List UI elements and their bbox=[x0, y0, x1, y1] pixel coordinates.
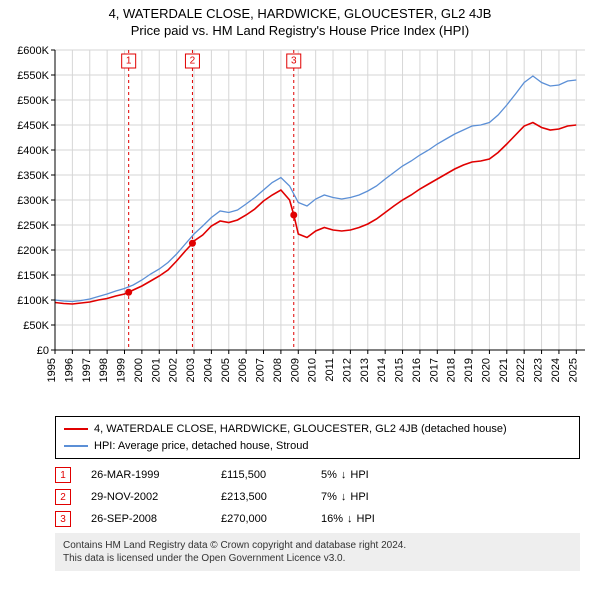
event-number-box: 1 bbox=[55, 467, 71, 483]
svg-text:1: 1 bbox=[126, 56, 132, 67]
event-delta-value: 7% bbox=[321, 491, 337, 503]
event-delta-value: 5% bbox=[321, 469, 337, 481]
arrow-down-icon: ↓ bbox=[341, 469, 347, 481]
svg-text:£0: £0 bbox=[37, 345, 49, 357]
event-delta: 16% ↓ HPI bbox=[321, 513, 375, 525]
svg-text:2025: 2025 bbox=[567, 358, 579, 382]
svg-text:2004: 2004 bbox=[202, 358, 214, 382]
svg-text:2: 2 bbox=[190, 56, 196, 67]
svg-text:2019: 2019 bbox=[463, 358, 475, 382]
svg-text:2022: 2022 bbox=[515, 358, 527, 382]
svg-text:2003: 2003 bbox=[185, 358, 197, 382]
svg-text:2014: 2014 bbox=[376, 358, 388, 382]
svg-text:2005: 2005 bbox=[220, 358, 232, 382]
chart-title-subtitle: Price paid vs. HM Land Registry's House … bbox=[0, 23, 600, 38]
svg-text:2012: 2012 bbox=[341, 358, 353, 382]
legend-item: 4, WATERDALE CLOSE, HARDWICKE, GLOUCESTE… bbox=[64, 421, 571, 438]
svg-text:2024: 2024 bbox=[550, 358, 562, 382]
svg-text:2023: 2023 bbox=[533, 358, 545, 382]
svg-text:3: 3 bbox=[291, 56, 297, 67]
svg-text:2008: 2008 bbox=[272, 358, 284, 382]
event-delta-suffix: HPI bbox=[350, 491, 368, 503]
chart-area: £0 £50K £100K £150K £200K £250K £300K £350K £400… bbox=[0, 40, 600, 410]
svg-text:1998: 1998 bbox=[98, 358, 110, 382]
event-row: 1 26-MAR-1999 £115,500 5% ↓HPI bbox=[55, 467, 580, 483]
footnote-line1: Contains HM Land Registry data © Crown c… bbox=[63, 539, 572, 552]
chart-title-block: 4, WATERDALE CLOSE, HARDWICKE, GLOUCESTE… bbox=[0, 0, 600, 40]
line-chart-svg: £0 £50K £100K £150K £200K £250K £300K £350K £400… bbox=[0, 40, 600, 410]
svg-text:2010: 2010 bbox=[307, 358, 319, 382]
svg-text:2015: 2015 bbox=[394, 358, 406, 382]
svg-text:£600K: £600K bbox=[17, 45, 49, 57]
chart-title-address: 4, WATERDALE CLOSE, HARDWICKE, GLOUCESTE… bbox=[0, 6, 600, 21]
svg-text:2006: 2006 bbox=[237, 358, 249, 382]
svg-text:1997: 1997 bbox=[81, 358, 93, 382]
footnote-line2: This data is licensed under the Open Gov… bbox=[63, 552, 572, 565]
event-delta-value: 16% bbox=[321, 513, 343, 525]
svg-text:2001: 2001 bbox=[150, 358, 162, 382]
svg-text:1996: 1996 bbox=[63, 358, 75, 382]
legend-item: HPI: Average price, detached house, Stro… bbox=[64, 438, 571, 455]
svg-text:£100K: £100K bbox=[17, 295, 49, 307]
event-price: £115,500 bbox=[221, 469, 301, 481]
event-row: 3 26-SEP-2008 £270,000 16% ↓ HPI bbox=[55, 511, 580, 527]
event-date: 26-SEP-2008 bbox=[91, 513, 201, 525]
svg-text:2021: 2021 bbox=[498, 358, 510, 382]
event-number-box: 3 bbox=[55, 511, 71, 527]
svg-text:£550K: £550K bbox=[17, 70, 49, 82]
svg-text:2009: 2009 bbox=[289, 358, 301, 382]
event-delta: 5% ↓HPI bbox=[321, 469, 369, 481]
svg-text:2011: 2011 bbox=[324, 358, 336, 382]
events-table: 126-MAR-1999£115,5005%↓HPI229-NOV-2002£2… bbox=[55, 467, 580, 527]
svg-text:£450K: £450K bbox=[17, 120, 49, 132]
svg-text:£150K: £150K bbox=[17, 270, 49, 282]
svg-text:2013: 2013 bbox=[359, 358, 371, 382]
event-date: 26-MAR-1999 bbox=[91, 469, 201, 481]
svg-text:2000: 2000 bbox=[133, 358, 145, 382]
event-price: £213,500 bbox=[221, 491, 301, 503]
legend-swatch bbox=[64, 428, 88, 430]
svg-text:£300K: £300K bbox=[17, 195, 49, 207]
event-number-box: 2 bbox=[55, 489, 71, 505]
legend-swatch bbox=[64, 445, 88, 447]
event-date: 29-NOV-2002 bbox=[91, 491, 201, 503]
svg-text:1995: 1995 bbox=[46, 358, 58, 382]
event-delta-suffix: HPI bbox=[357, 513, 375, 525]
legend-label: 4, WATERDALE CLOSE, HARDWICKE, GLOUCESTE… bbox=[94, 421, 507, 438]
legend: 4, WATERDALE CLOSE, HARDWICKE, GLOUCESTE… bbox=[55, 416, 580, 459]
event-delta: 7% ↓HPI bbox=[321, 491, 369, 503]
event-price: £270,000 bbox=[221, 513, 301, 525]
svg-text:2017: 2017 bbox=[428, 358, 440, 382]
svg-text:£350K: £350K bbox=[17, 170, 49, 182]
footnote: Contains HM Land Registry data © Crown c… bbox=[55, 533, 580, 571]
svg-text:£200K: £200K bbox=[17, 245, 49, 257]
svg-text:2007: 2007 bbox=[255, 358, 267, 382]
event-delta-suffix: HPI bbox=[350, 469, 368, 481]
arrow-down-icon: ↓ bbox=[347, 513, 353, 525]
svg-text:2016: 2016 bbox=[411, 358, 423, 382]
svg-text:£500K: £500K bbox=[17, 95, 49, 107]
svg-text:£400K: £400K bbox=[17, 145, 49, 157]
legend-label: HPI: Average price, detached house, Stro… bbox=[94, 438, 308, 455]
svg-text:2018: 2018 bbox=[446, 358, 458, 382]
event-row: 2 29-NOV-2002 £213,500 7% ↓HPI bbox=[55, 489, 580, 505]
svg-text:1999: 1999 bbox=[116, 358, 128, 382]
arrow-down-icon: ↓ bbox=[341, 491, 347, 503]
svg-text:2002: 2002 bbox=[168, 358, 180, 382]
svg-text:£250K: £250K bbox=[17, 220, 49, 232]
svg-text:2020: 2020 bbox=[480, 358, 492, 382]
svg-text:£50K: £50K bbox=[23, 320, 49, 332]
